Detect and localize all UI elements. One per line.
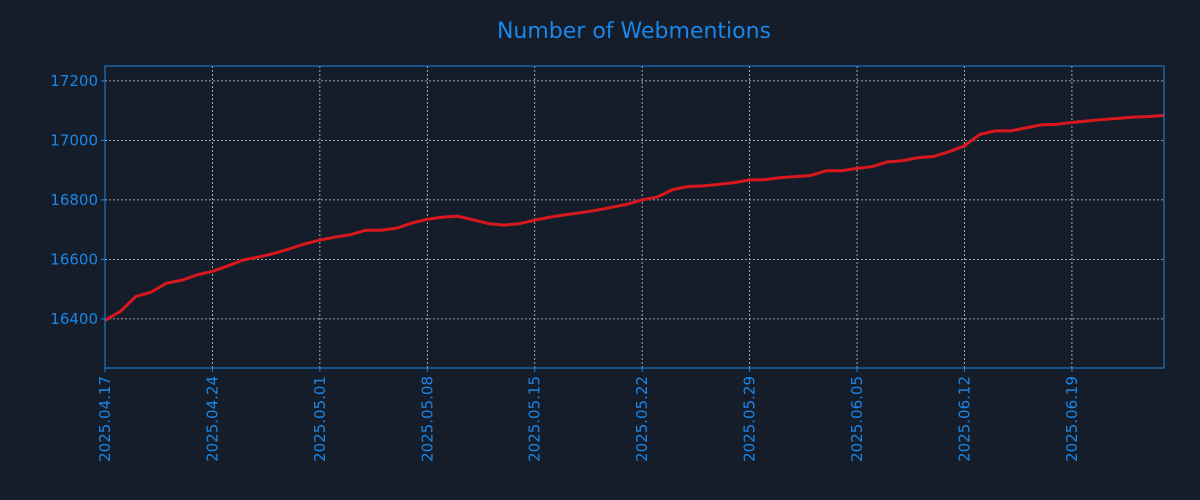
x-tick-label: 2025.05.22 (633, 376, 651, 462)
x-tick-label: 2025.05.29 (741, 376, 759, 462)
x-tick-label: 2025.06.05 (848, 376, 866, 462)
x-tick-label: 2025.06.12 (955, 376, 973, 462)
x-tick-label: 2025.06.19 (1063, 376, 1081, 462)
x-tick-label: 2025.05.15 (526, 376, 544, 462)
y-tick-label: 16800 (50, 191, 98, 209)
y-tick-label: 17000 (50, 131, 98, 149)
y-tick-label: 16400 (50, 310, 98, 328)
y-tick-label: 16600 (50, 250, 98, 268)
chart-title: Number of Webmentions (497, 19, 771, 44)
y-tick-label: 17200 (50, 72, 98, 90)
plot (104, 113, 1165, 322)
data-line (104, 113, 1165, 322)
x-tick-label: 2025.04.24 (203, 376, 221, 462)
grid: 16400 16600 16800 17000 17200 2025.04.17 2025.… (50, 66, 1164, 462)
x-tick-label: 2025.04.17 (96, 376, 114, 462)
plot-frame (104, 65, 1165, 369)
x-tick-label: 2025.05.08 (418, 376, 436, 462)
x-tick-label: 2025.05.01 (311, 376, 329, 462)
